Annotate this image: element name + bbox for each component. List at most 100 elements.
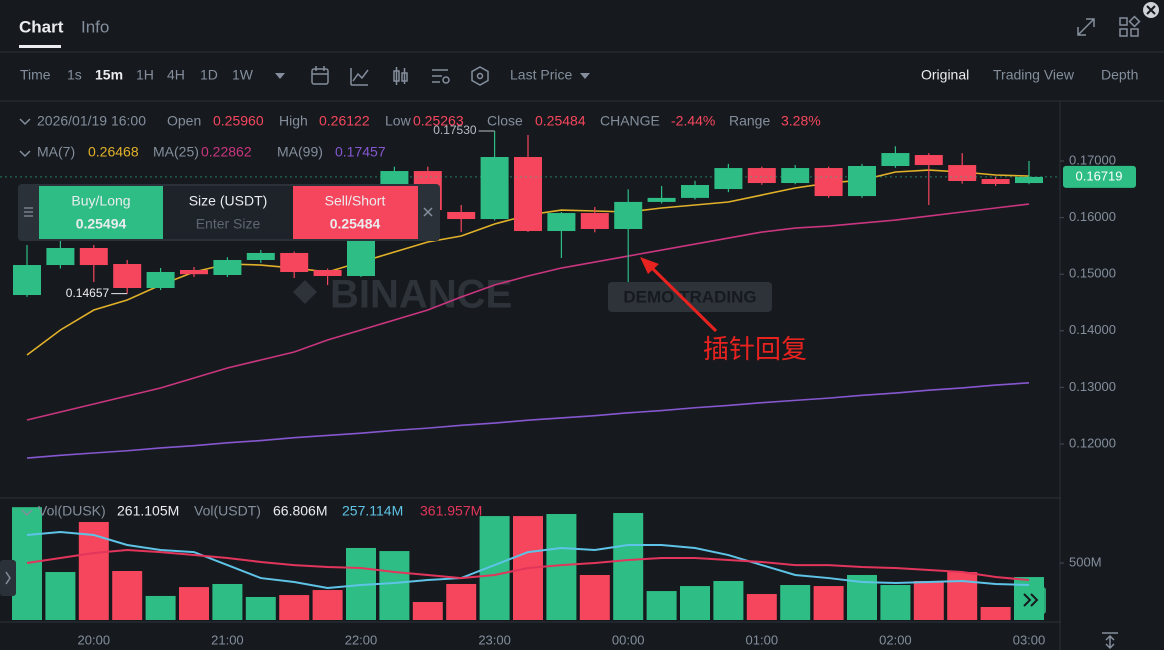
candle-body [13,265,41,296]
candle-body [714,168,743,190]
price-type[interactable]: Last Price [510,67,572,83]
buy-button[interactable] [39,186,163,239]
candle-body [681,185,709,198]
interval-dropdown[interactable] [275,73,285,79]
candle-body [246,252,275,260]
y-tick-label: 0.16000 [1069,209,1116,224]
view-option[interactable]: Depth [1101,67,1138,83]
size-placeholder[interactable]: Enter Size [196,216,261,232]
ohlc-value: -2.44% [671,113,715,129]
volume-bar [412,601,443,620]
collapse-chevron[interactable] [19,118,31,126]
candle-body [79,247,108,266]
volume-bar [112,570,143,620]
buy-label[interactable]: Buy/Long [71,193,130,209]
interval[interactable]: 1D [200,67,218,83]
ohlc-value: 0.25484 [535,113,586,129]
volume-ma-value: 361.957M [420,503,482,519]
volume-bar [913,581,944,620]
close-button[interactable] [1143,2,1159,18]
low-marker-label: 0.14657 [66,286,110,300]
volume-bar [813,586,844,620]
volume-bar [713,581,744,620]
ohlc-value: 0.25960 [213,113,264,129]
annotation-text: 插针回复 [703,335,807,365]
volume-bar [680,586,710,620]
ohlc-date: 2026/01/19 16:00 [37,113,146,129]
ohlc-label: Open [167,113,201,129]
tab-chart[interactable]: Chart [19,17,64,36]
active-tab-underline [19,45,61,48]
x-tick-label: 00:00 [612,632,645,647]
collapse-chevron[interactable] [21,509,33,517]
last-price-box [1063,165,1136,188]
y2-tick-label: 500M [1069,554,1102,569]
side-toggle[interactable] [0,560,16,596]
candle-body [848,166,876,197]
sell-button[interactable] [293,186,418,239]
ohlc-value: 3.28% [781,113,821,129]
plot: 0.17530 0.14657 [0,123,1060,620]
drag-handle[interactable] [24,207,33,217]
volume-value: 261.105M [117,503,179,519]
interval[interactable]: 1W [232,67,254,83]
volume-bar [279,595,310,620]
interval[interactable]: 1s [67,67,82,83]
candle-body [1015,176,1043,184]
sell-label[interactable]: Sell/Short [325,193,386,209]
tab-info[interactable]: Info [81,17,109,36]
x-tick-label: 03:00 [1013,632,1046,647]
x-tick-label: 02:00 [879,632,912,647]
candle-type-icon[interactable] [393,67,408,85]
fullscreen-icon[interactable] [1077,18,1095,36]
size-input[interactable] [163,186,293,239]
axis-scale-icon[interactable] [1102,632,1118,650]
volume-label: Vol(USDT) [194,503,261,519]
indicator-icon[interactable] [350,68,369,86]
x-tick-label: 23:00 [478,632,511,647]
scroll-to-latest[interactable] [1016,587,1046,614]
candle-body [480,157,509,220]
hexagon-icon[interactable] [471,66,489,86]
y-tick-label: 0.12000 [1069,435,1116,450]
y-tick-label: 0.15000 [1069,266,1116,281]
settings-list-icon[interactable] [432,69,450,84]
high-marker-label: 0.17530 [433,123,477,137]
interval[interactable]: 15m [95,67,123,83]
panel-close[interactable] [423,207,433,217]
volume-bar [947,572,978,620]
interval[interactable]: Time [20,67,51,83]
layout-icon[interactable] [1119,15,1141,37]
ma-value: 0.26468 [88,144,139,160]
candle-body [547,213,576,232]
ma-label: MA(7) [37,144,75,160]
interval[interactable]: 4H [167,67,185,83]
volume-bar [12,507,42,620]
volume-bar [446,583,477,620]
candle-body [580,213,609,229]
ohlc-label: Range [729,113,770,129]
order-panel: Buy/Long 0.25494 Size (USDT) Enter Size … [18,184,440,241]
ohlc-value: 0.26122 [319,113,370,129]
buy-price[interactable]: 0.25494 [76,216,127,232]
y-tick-label: 0.14000 [1069,322,1116,337]
collapse-chevron[interactable] [19,150,31,158]
calendar-icon[interactable] [311,66,329,85]
volume-bar [980,607,1011,620]
candle-body [747,168,776,184]
interval[interactable]: 1H [136,67,154,83]
volume-bar [45,572,76,620]
view-option[interactable]: Original [921,67,969,83]
last-price-label: 0.16719 [1076,168,1123,183]
ohlc-label: Close [487,113,523,129]
price-type-dropdown[interactable] [580,73,590,79]
candle-body [514,157,542,232]
view-option[interactable]: Trading View [993,67,1075,83]
watermark-badge: DEMO TRADING [623,287,756,306]
sell-price[interactable]: 0.25484 [330,216,381,232]
x-tick-label: 01:00 [746,632,779,647]
candle-body [146,271,175,289]
candle-body [180,270,208,275]
